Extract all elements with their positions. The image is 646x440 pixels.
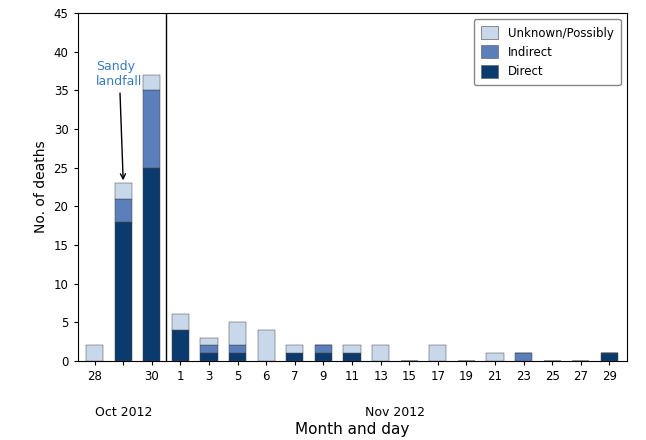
Y-axis label: No. of deaths: No. of deaths xyxy=(34,141,48,233)
Bar xyxy=(172,330,189,361)
Bar xyxy=(430,345,446,361)
Bar xyxy=(200,337,218,345)
Bar xyxy=(86,345,103,361)
Bar xyxy=(115,198,132,222)
X-axis label: Month and day: Month and day xyxy=(295,422,410,437)
Text: Nov 2012: Nov 2012 xyxy=(365,406,425,419)
Bar xyxy=(229,345,246,353)
Bar xyxy=(115,183,132,198)
Bar xyxy=(200,345,218,353)
Bar xyxy=(344,345,360,353)
Bar xyxy=(200,353,218,361)
Bar xyxy=(286,353,304,361)
Bar xyxy=(229,353,246,361)
Legend: Unknown/Possibly, Indirect, Direct: Unknown/Possibly, Indirect, Direct xyxy=(474,19,621,85)
Bar xyxy=(486,353,504,361)
Text: Sandy
landfall: Sandy landfall xyxy=(96,59,143,179)
Bar xyxy=(515,353,532,361)
Bar xyxy=(143,168,160,361)
Bar xyxy=(172,315,189,330)
Bar xyxy=(344,353,360,361)
Text: Oct 2012: Oct 2012 xyxy=(94,406,152,419)
Bar xyxy=(315,353,332,361)
Bar xyxy=(286,345,304,353)
Bar xyxy=(315,345,332,353)
Bar xyxy=(258,330,275,361)
Bar xyxy=(143,91,160,168)
Bar xyxy=(229,322,246,345)
Bar xyxy=(115,222,132,361)
Bar xyxy=(372,345,390,361)
Bar xyxy=(143,75,160,91)
Bar xyxy=(601,353,618,361)
